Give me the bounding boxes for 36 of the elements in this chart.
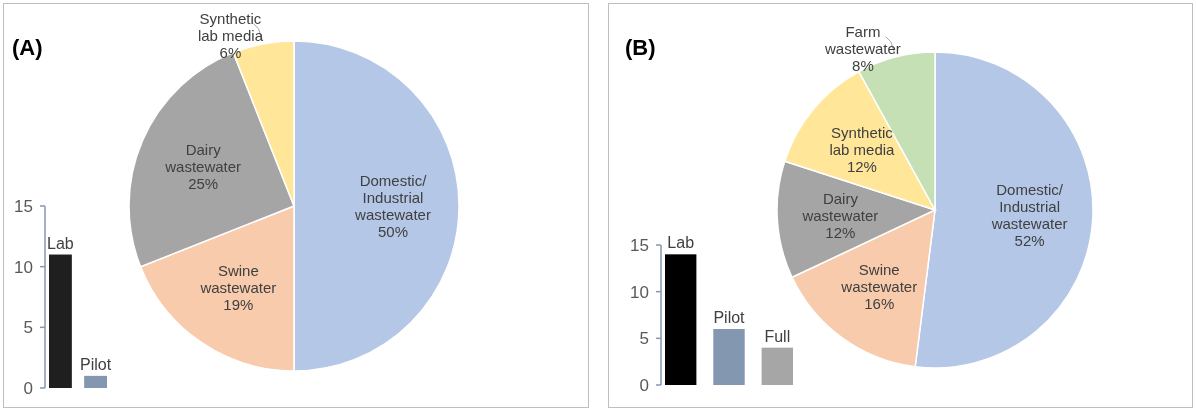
bar	[713, 329, 745, 385]
slice-label: Swine wastewater	[199, 261, 277, 296]
slice-label: Synthetic lab media	[197, 9, 264, 44]
y-tick-label: 0	[639, 376, 649, 395]
slice-label: Swine wastewater	[840, 260, 918, 295]
x-tick-label: Pilot	[713, 309, 746, 326]
x-tick-label: Pilot	[80, 355, 112, 373]
y-tick-label: 5	[639, 329, 649, 349]
data-label: 6%	[219, 43, 242, 61]
slice-label: Dairy wastewater	[801, 189, 879, 224]
x-tick-label: Full	[764, 327, 791, 345]
data-label: 12%	[846, 157, 877, 175]
bar	[761, 347, 793, 385]
data-label: 19%	[223, 295, 254, 313]
y-tick-label: 15	[14, 197, 33, 216]
data-label: 16%	[864, 294, 895, 312]
y-tick-label: 15	[630, 236, 649, 255]
data-label: 12%	[825, 223, 856, 241]
x-tick-label: Lab	[667, 234, 695, 252]
text: (A)	[12, 35, 43, 60]
y-tick-label: 10	[14, 257, 33, 277]
data-label: 52%	[1014, 232, 1045, 250]
y-tick-label: 5	[23, 318, 33, 338]
data-label: 25%	[188, 174, 219, 192]
x-tick-label: Lab	[47, 234, 74, 252]
chart-title: (B)	[625, 35, 656, 60]
slice-label: Farm wastewater	[823, 22, 901, 57]
slice-label: Domestic/ Industrial wastewater	[354, 171, 431, 223]
y-tick-label: 0	[23, 379, 33, 398]
slice-label: Domestic/ Industrial wastewater	[990, 181, 1068, 233]
data-label: 50%	[377, 222, 409, 240]
bar	[665, 254, 697, 385]
y-tick-label: 10	[630, 282, 649, 302]
slice-label: Dairy wastewater	[164, 140, 242, 175]
slice-label: Synthetic lab media	[829, 123, 896, 158]
data-label: 8%	[852, 56, 874, 74]
